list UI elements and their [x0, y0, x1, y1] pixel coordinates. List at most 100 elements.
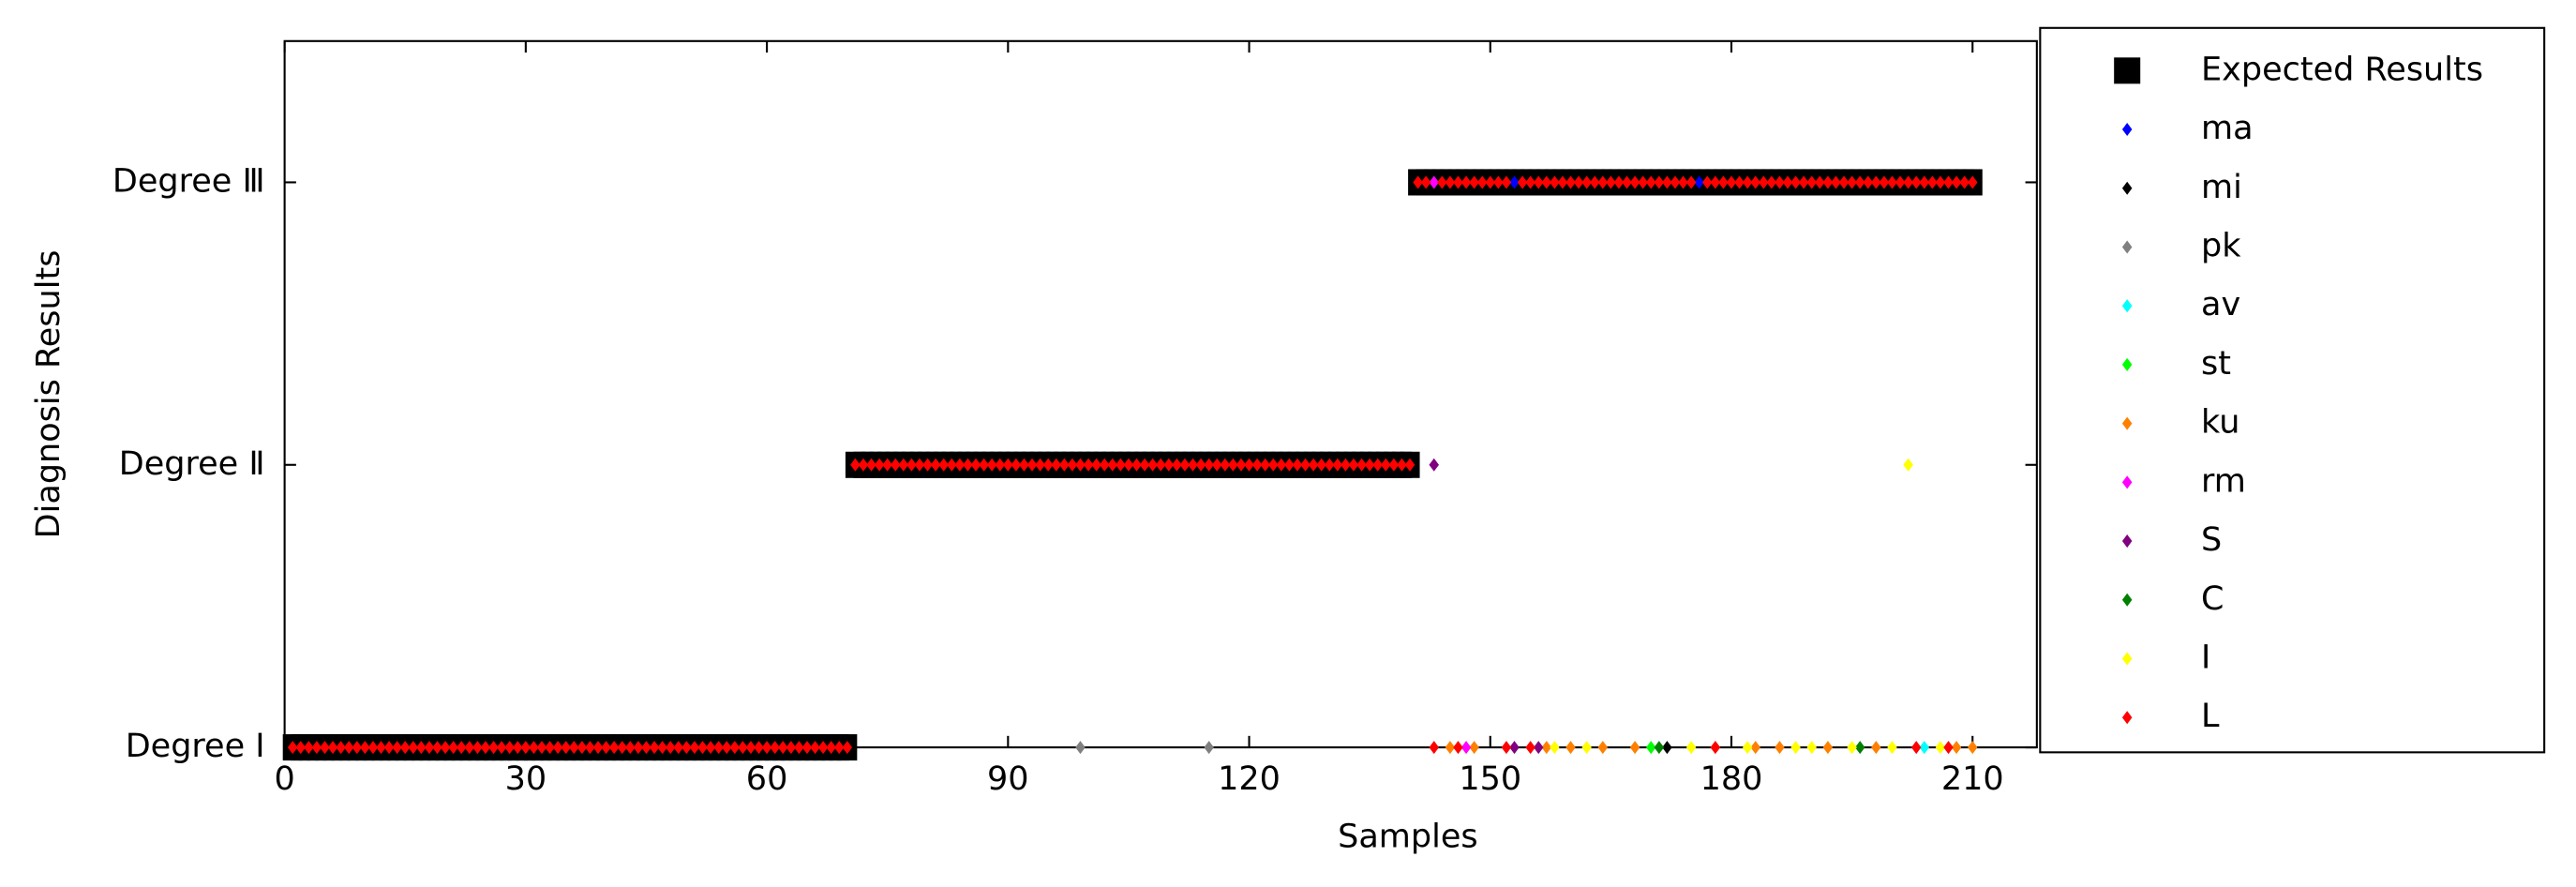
point [1646, 741, 1656, 755]
point [866, 458, 876, 472]
point [472, 741, 483, 755]
legend-label: ku [2201, 403, 2239, 442]
legend-box [2039, 26, 2546, 754]
point [1822, 741, 1834, 755]
point [383, 741, 395, 755]
point [1251, 458, 1263, 472]
point [914, 458, 925, 472]
point [1550, 175, 1560, 189]
point [1244, 458, 1254, 472]
point [995, 458, 1005, 472]
point [1517, 175, 1528, 189]
point [947, 458, 957, 472]
point [1485, 175, 1496, 189]
point [1919, 175, 1930, 189]
point [320, 741, 330, 755]
point [1236, 458, 1247, 472]
point [1847, 741, 1857, 755]
legend-marker [2121, 123, 2133, 137]
point [1863, 175, 1874, 189]
point [1147, 458, 1158, 472]
x-tick-label: 180 [1700, 759, 1763, 798]
point [457, 741, 467, 755]
point [1718, 175, 1729, 189]
point [1847, 175, 1857, 189]
point [1541, 175, 1552, 189]
legend-marker [2121, 534, 2133, 549]
point [343, 741, 354, 755]
point [1646, 175, 1656, 189]
point [1895, 175, 1906, 189]
point [1397, 458, 1407, 472]
point [1815, 175, 1825, 189]
point [930, 458, 941, 472]
point [1750, 175, 1760, 189]
plot-area [283, 39, 2038, 749]
point [1927, 175, 1938, 189]
point [592, 741, 604, 755]
point [287, 741, 298, 755]
point [513, 741, 523, 755]
point [891, 458, 901, 472]
point [850, 458, 861, 472]
point [1685, 741, 1697, 755]
point [1035, 458, 1045, 472]
point [1019, 458, 1029, 472]
point [1372, 458, 1383, 472]
point [1011, 458, 1022, 472]
point [1831, 175, 1841, 189]
legend-marker [2121, 416, 2133, 430]
point [1155, 458, 1166, 472]
point [1838, 175, 1850, 189]
point [1685, 175, 1697, 189]
point [1638, 175, 1648, 189]
point [1822, 175, 1834, 189]
point [1172, 458, 1182, 472]
point [1541, 741, 1552, 755]
point [295, 741, 307, 755]
point [1493, 175, 1504, 189]
point [1854, 741, 1865, 755]
point [1935, 175, 1946, 189]
point [464, 741, 475, 755]
legend-label: C [2201, 579, 2224, 618]
point [1228, 458, 1238, 472]
point [1469, 741, 1479, 755]
point [1139, 458, 1150, 472]
legend-label: av [2201, 285, 2240, 323]
legend-label: I [2201, 638, 2210, 676]
point [963, 458, 973, 472]
point [1220, 458, 1231, 472]
point [1775, 175, 1785, 189]
point [1268, 458, 1279, 472]
legend-label: Expected Results [2201, 50, 2483, 88]
point [1003, 458, 1013, 472]
point [1099, 458, 1110, 472]
point [1678, 175, 1688, 189]
point [1629, 175, 1640, 189]
point [1107, 458, 1118, 472]
point [1742, 741, 1753, 755]
point [1726, 175, 1737, 189]
point [336, 741, 346, 755]
point [1557, 175, 1568, 189]
point [1903, 458, 1913, 472]
x-tick-label: 150 [1459, 759, 1521, 798]
point [569, 741, 579, 755]
point [1356, 458, 1367, 472]
point [1919, 741, 1930, 755]
point [1501, 741, 1512, 755]
point [1766, 175, 1777, 189]
point [327, 741, 338, 755]
point [399, 741, 411, 755]
legend-marker [2121, 299, 2133, 313]
point [1188, 458, 1198, 472]
point [1782, 175, 1793, 189]
point [1509, 175, 1520, 189]
point [938, 458, 949, 472]
point [1404, 458, 1415, 472]
point [1364, 458, 1375, 472]
point [954, 458, 966, 472]
point [665, 741, 676, 755]
point [1420, 175, 1431, 189]
